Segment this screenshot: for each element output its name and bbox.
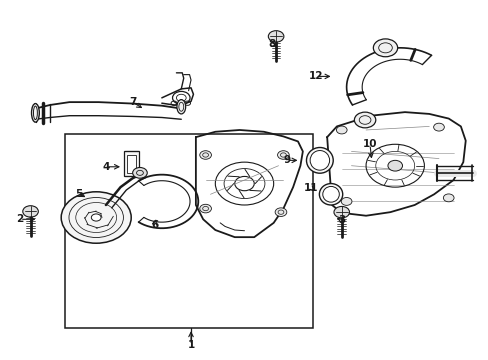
Circle shape — [268, 31, 284, 42]
Circle shape — [341, 198, 351, 205]
Text: 6: 6 — [151, 220, 158, 230]
Text: 5: 5 — [76, 189, 82, 199]
Text: 3: 3 — [337, 215, 345, 225]
Circle shape — [132, 167, 147, 178]
Ellipse shape — [306, 148, 332, 173]
Circle shape — [61, 192, 131, 243]
Circle shape — [200, 151, 211, 159]
Text: 1: 1 — [187, 340, 194, 350]
Circle shape — [336, 126, 346, 134]
Text: 12: 12 — [308, 71, 323, 81]
Circle shape — [23, 206, 38, 217]
Circle shape — [387, 160, 402, 171]
Bar — [64, 134, 312, 328]
Bar — [126, 155, 135, 173]
Text: 7: 7 — [129, 97, 136, 107]
Ellipse shape — [319, 184, 342, 205]
Text: 4: 4 — [102, 162, 109, 172]
Text: 8: 8 — [268, 39, 275, 49]
Circle shape — [433, 123, 444, 131]
Circle shape — [275, 208, 286, 216]
Circle shape — [443, 194, 453, 202]
Circle shape — [91, 214, 101, 221]
Circle shape — [200, 204, 211, 213]
Ellipse shape — [31, 104, 39, 122]
Circle shape — [333, 206, 349, 218]
Text: 11: 11 — [303, 183, 318, 193]
Ellipse shape — [322, 186, 339, 202]
Ellipse shape — [309, 150, 329, 170]
Bar — [123, 152, 138, 176]
Text: 2: 2 — [16, 214, 23, 224]
Circle shape — [277, 151, 288, 159]
Circle shape — [372, 39, 397, 57]
Ellipse shape — [177, 100, 185, 114]
Circle shape — [354, 112, 375, 128]
Text: 9: 9 — [283, 156, 290, 165]
Text: 10: 10 — [362, 139, 376, 149]
